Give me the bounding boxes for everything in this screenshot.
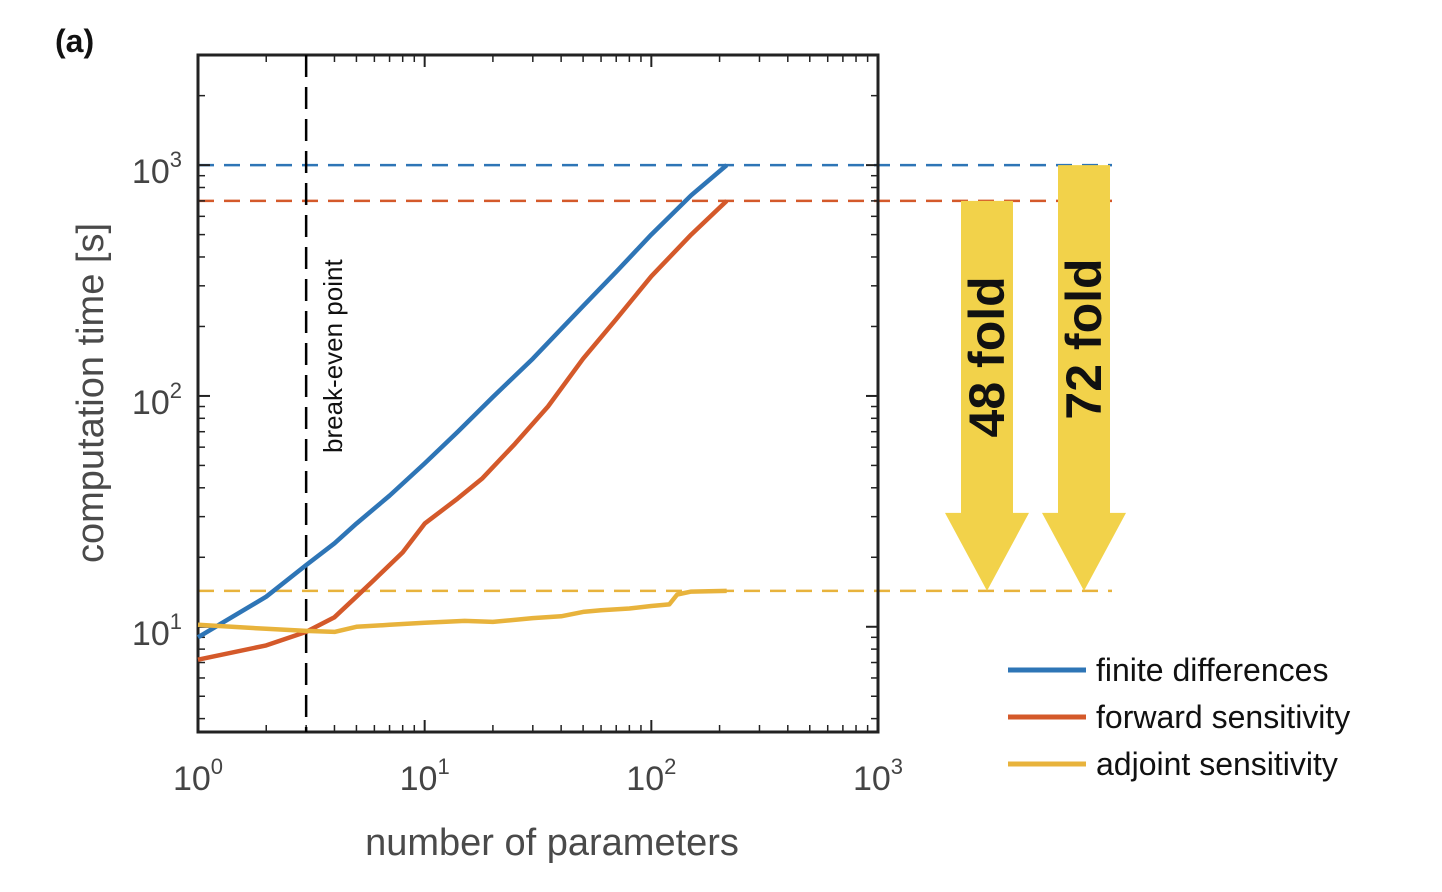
- fold-label-1: 72 fold: [1056, 258, 1112, 419]
- reference-lines: [198, 163, 1112, 593]
- x-axis-label: number of parameters: [365, 822, 739, 864]
- series-line-0: [196, 163, 729, 640]
- x-tick-label-3: 103: [853, 754, 903, 798]
- legend-label-0: finite differences: [1096, 652, 1328, 688]
- x-tick-label-1: 101: [400, 754, 450, 798]
- y-tick-labels: 101 102 103: [132, 147, 182, 653]
- x-tick-label-0: 100: [173, 754, 223, 798]
- y-tick-label-0: 101: [132, 609, 182, 653]
- x-tick-labels: 100 101 102 103: [173, 754, 903, 798]
- series-line-1: [197, 199, 729, 662]
- y-tick-label-1: 102: [132, 378, 182, 422]
- legend: finite differences forward sensitivity adj…: [1008, 652, 1350, 782]
- series-line-2: [197, 588, 727, 635]
- plot-frame: [196, 53, 880, 734]
- y-tick-label-2: 103: [132, 147, 182, 191]
- legend-label-2: adjoint sensitivity: [1096, 746, 1338, 782]
- break-even-line: break-even point: [304, 55, 348, 732]
- fold-arrow-1: [1042, 165, 1126, 591]
- fold-label-0: 48 fold: [959, 276, 1015, 437]
- fold-arrow-0: [945, 200, 1029, 591]
- y-axis-label: computation time [s]: [70, 223, 112, 563]
- legend-label-1: forward sensitivity: [1096, 699, 1350, 735]
- x-tick-label-2: 102: [626, 754, 676, 798]
- panel-label: (a): [55, 23, 94, 59]
- break-even-label: break-even point: [318, 259, 348, 453]
- series-lines: [196, 163, 729, 662]
- fold-arrows: 48 fold 72 fold: [945, 165, 1126, 591]
